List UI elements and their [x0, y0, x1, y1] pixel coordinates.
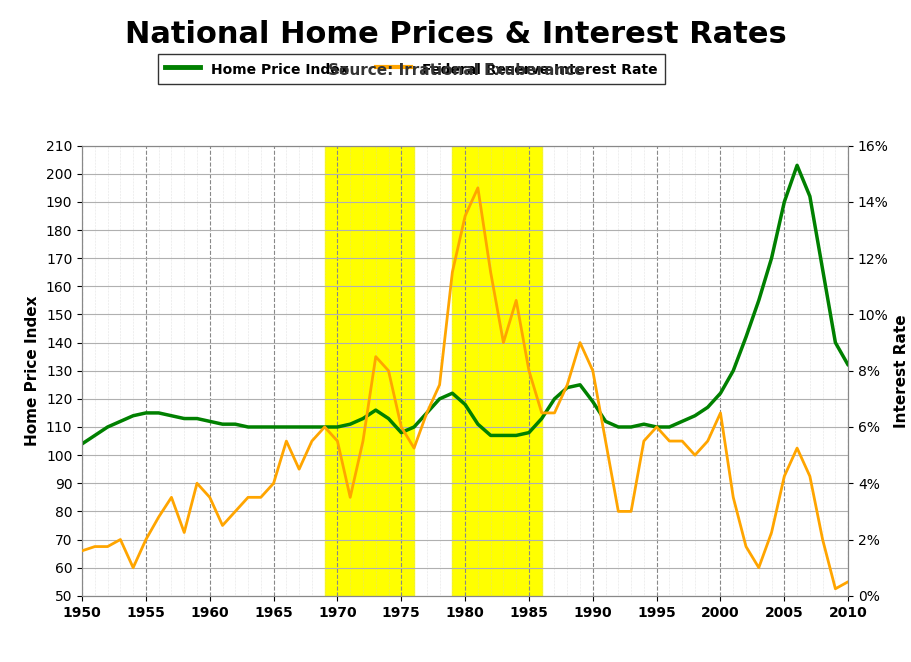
Bar: [452, 146, 541, 596]
Bar: [324, 146, 414, 596]
Text: National Home Prices & Interest Rates: National Home Prices & Interest Rates: [125, 20, 786, 49]
Text: Source: Irrational Exuberance: Source: Irrational Exuberance: [327, 63, 584, 78]
Legend: Home Price Index, Federal Reserve Interest Rate: Home Price Index, Federal Reserve Intere…: [158, 54, 664, 84]
Y-axis label: Interest Rate: Interest Rate: [894, 314, 908, 428]
Y-axis label: Home Price Index: Home Price Index: [26, 295, 40, 446]
